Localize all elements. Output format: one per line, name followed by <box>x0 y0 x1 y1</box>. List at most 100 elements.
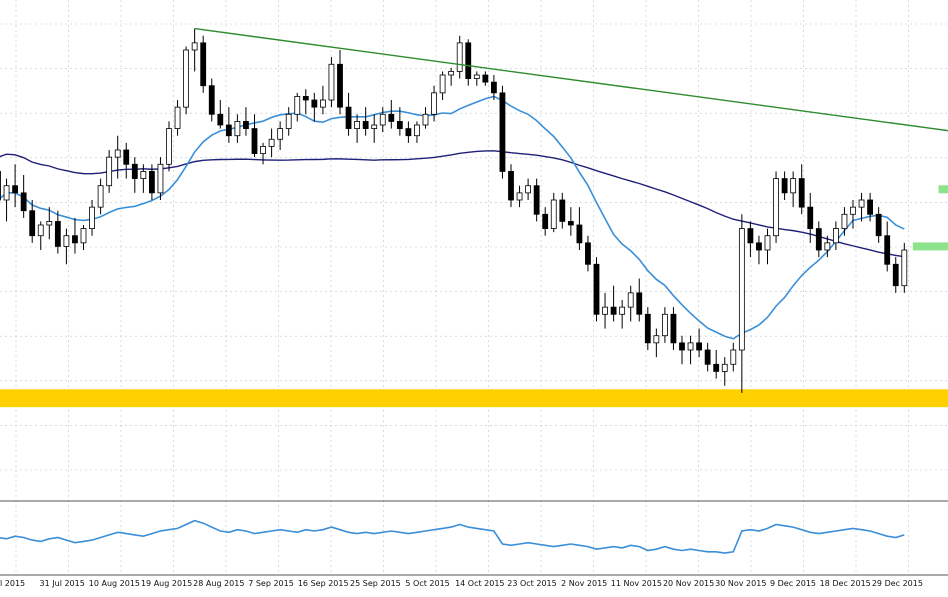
candle-body <box>748 229 753 243</box>
candle-body <box>560 200 565 221</box>
candle-body <box>885 236 890 265</box>
candle <box>372 114 377 143</box>
candle-body <box>534 186 539 215</box>
candle-body <box>440 75 445 93</box>
candle <box>303 89 308 114</box>
resistance-band <box>939 185 948 193</box>
candle-body <box>132 164 137 178</box>
candle-body <box>714 364 719 371</box>
candle <box>671 307 676 350</box>
candle <box>72 218 77 254</box>
candle <box>551 193 556 232</box>
candle-body <box>449 71 454 75</box>
candle <box>791 171 796 207</box>
candle-body <box>509 171 514 200</box>
candle <box>261 143 266 164</box>
channel-bands <box>913 185 948 250</box>
candle <box>184 46 189 114</box>
x-tick-label: 29 Dec 2015 <box>872 579 923 588</box>
candle <box>235 114 240 143</box>
oscillator-panel <box>0 521 904 554</box>
candle <box>124 143 129 179</box>
candle <box>774 171 779 242</box>
candle-body <box>218 114 223 125</box>
candle-body <box>782 179 787 193</box>
x-tick-label: l 2015 <box>0 579 25 588</box>
candle-body <box>868 200 873 214</box>
candle-body <box>158 164 163 193</box>
candle <box>483 71 488 85</box>
candle <box>885 221 890 271</box>
candle-body <box>149 171 154 192</box>
candle <box>252 114 257 157</box>
candle-body <box>286 114 291 128</box>
candle-body <box>825 243 830 250</box>
chart-grid <box>0 0 948 575</box>
candle-body <box>235 121 240 135</box>
candle <box>731 343 736 372</box>
candle <box>380 107 385 132</box>
x-tick-label: 20 Nov 2015 <box>663 579 714 588</box>
candle <box>312 93 317 122</box>
candle-body <box>81 229 86 243</box>
candle <box>98 179 103 215</box>
candle-body <box>756 243 761 250</box>
candle <box>320 86 325 115</box>
candle-body <box>329 64 334 100</box>
x-tick-label: 25 Sep 2015 <box>350 579 401 588</box>
candle <box>526 179 531 200</box>
candle <box>833 221 838 250</box>
candle <box>842 207 847 236</box>
candle-body <box>30 211 35 236</box>
x-tick-label: 2 Nov 2015 <box>561 579 607 588</box>
candle <box>13 164 18 207</box>
candle-body <box>466 43 471 79</box>
candle-body <box>278 129 283 140</box>
candle <box>440 71 445 100</box>
candle <box>628 286 633 322</box>
candle-body <box>72 236 77 243</box>
candle <box>637 279 642 322</box>
candle <box>697 329 702 358</box>
candle-body <box>688 343 693 350</box>
candle-body <box>201 43 206 86</box>
candle-body <box>680 343 685 350</box>
candle-body <box>774 179 779 236</box>
oscillator-line <box>0 521 904 554</box>
candle <box>714 350 719 379</box>
candle-body <box>662 314 667 335</box>
candle-body <box>167 129 172 165</box>
candle-body <box>21 193 26 211</box>
candle-body <box>611 307 616 314</box>
support-zone-band <box>0 389 948 407</box>
candle-body <box>893 264 898 285</box>
candle-body <box>500 93 505 172</box>
candle-body <box>551 200 556 229</box>
candle <box>688 336 693 365</box>
x-tick-label: 19 Aug 2015 <box>141 579 192 588</box>
candle-body <box>568 221 573 225</box>
candle <box>466 39 471 85</box>
x-tick-label: 31 Jul 2015 <box>40 579 85 588</box>
candle <box>500 86 505 179</box>
candle-body <box>303 96 308 100</box>
candle-body <box>346 107 351 128</box>
support-band <box>913 242 948 250</box>
candle-body <box>526 186 531 193</box>
candle-body <box>645 314 650 343</box>
candle-body <box>38 225 43 236</box>
candles <box>0 29 907 393</box>
candle <box>218 100 223 129</box>
candle <box>90 200 95 236</box>
candle <box>662 307 667 343</box>
candle-body <box>808 207 813 228</box>
candle <box>594 257 599 321</box>
candle-body <box>64 236 69 247</box>
candle <box>414 121 419 142</box>
candle <box>876 207 881 243</box>
candle-body <box>107 157 112 186</box>
candle-body <box>799 179 804 208</box>
candle-body <box>252 129 257 154</box>
candle <box>167 121 172 171</box>
candle <box>423 107 428 128</box>
